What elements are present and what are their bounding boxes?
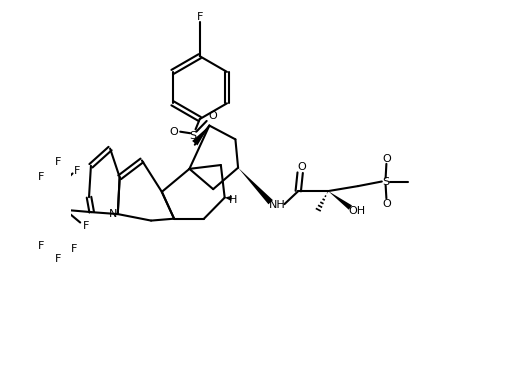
Text: F: F [74, 166, 80, 176]
Text: S: S [382, 176, 389, 186]
Polygon shape [225, 196, 232, 201]
Text: F: F [71, 244, 78, 254]
Text: F: F [37, 240, 44, 251]
Polygon shape [328, 191, 352, 210]
Text: O: O [382, 154, 391, 164]
Text: F: F [197, 12, 203, 22]
Text: H: H [229, 195, 237, 205]
Text: O: O [208, 111, 217, 121]
Text: S: S [190, 131, 197, 141]
Polygon shape [238, 168, 273, 204]
Polygon shape [192, 125, 209, 146]
Text: N: N [109, 209, 117, 219]
Text: NH: NH [269, 200, 286, 210]
Text: O: O [382, 199, 391, 209]
Text: O: O [169, 127, 178, 137]
Text: F: F [83, 221, 89, 231]
Text: O: O [298, 163, 307, 172]
Text: OH: OH [348, 207, 366, 217]
Text: F: F [55, 254, 61, 264]
Text: F: F [55, 157, 61, 167]
Text: F: F [37, 171, 44, 181]
